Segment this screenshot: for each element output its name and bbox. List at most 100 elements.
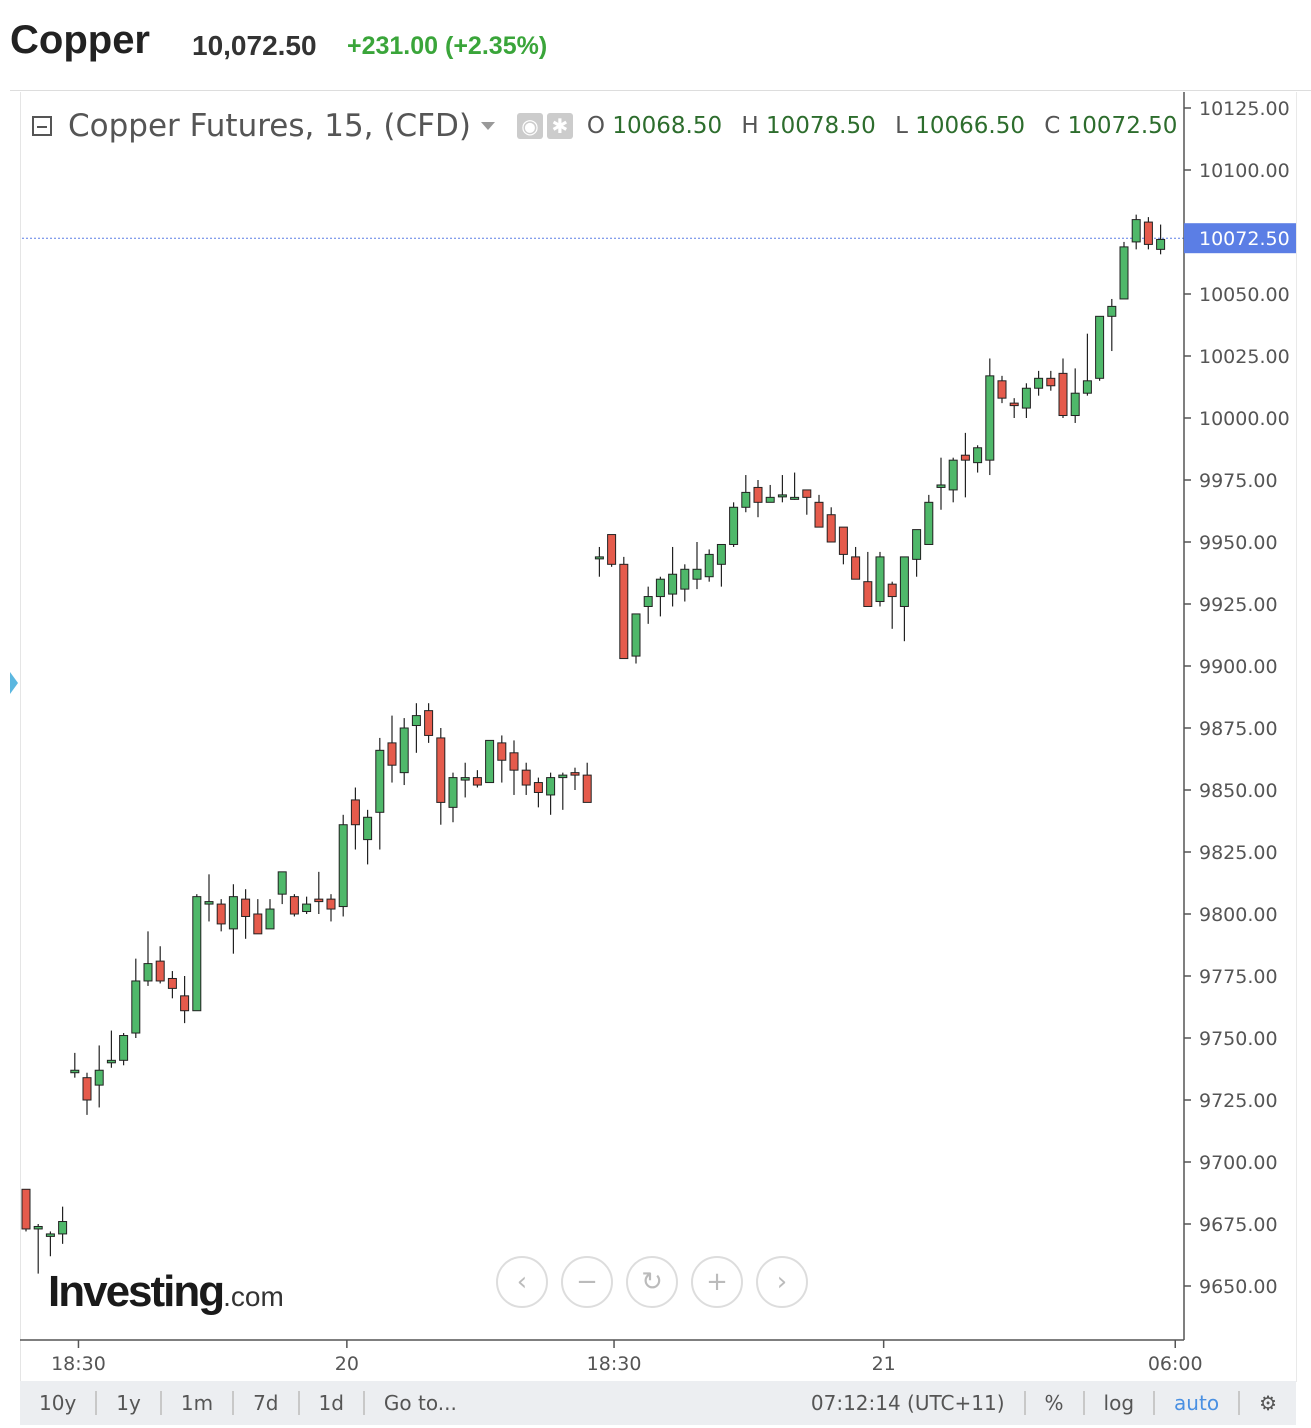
candle[interactable]: [582, 762, 592, 803]
range-10y[interactable]: 10y: [20, 1391, 98, 1415]
range-7d[interactable]: 7d: [234, 1391, 300, 1415]
candle[interactable]: [485, 739, 495, 784]
candle[interactable]: [668, 546, 678, 607]
candle[interactable]: [948, 457, 958, 503]
candle[interactable]: [70, 1052, 80, 1078]
candle[interactable]: [497, 735, 507, 783]
candle[interactable]: [521, 762, 531, 795]
candle[interactable]: [863, 551, 873, 607]
candle[interactable]: [887, 581, 897, 629]
range-1m[interactable]: 1m: [162, 1391, 235, 1415]
candle[interactable]: [851, 546, 861, 580]
candle[interactable]: [814, 494, 824, 528]
candle[interactable]: [119, 1033, 129, 1066]
candle[interactable]: [594, 546, 604, 577]
eye-icon[interactable]: ◉: [516, 113, 543, 139]
percent-toggle[interactable]: %: [1026, 1391, 1085, 1415]
candle[interactable]: [716, 543, 726, 587]
candle[interactable]: [436, 728, 446, 825]
candle[interactable]: [375, 737, 385, 850]
candle[interactable]: [912, 529, 922, 577]
candle[interactable]: [204, 874, 214, 922]
expand-toolbar-icon[interactable]: [10, 672, 18, 694]
candle[interactable]: [1021, 383, 1031, 418]
candle[interactable]: [228, 884, 238, 954]
candle[interactable]: [82, 1072, 92, 1115]
candle[interactable]: [777, 475, 787, 503]
candle[interactable]: [692, 542, 702, 590]
candle[interactable]: [94, 1045, 104, 1108]
candle[interactable]: [241, 889, 251, 939]
candle[interactable]: [216, 899, 226, 932]
candle[interactable]: [570, 767, 580, 790]
candle[interactable]: [424, 703, 434, 743]
time-axis[interactable]: 18:30 20 18:30 21 06:00: [51, 1340, 1203, 1375]
candle[interactable]: [106, 1030, 116, 1068]
candle[interactable]: [460, 762, 470, 798]
candle[interactable]: [289, 894, 299, 917]
candle[interactable]: [802, 489, 812, 515]
candle[interactable]: [899, 556, 909, 642]
zoom-out-button[interactable]: −: [561, 1256, 613, 1308]
left-toolbar[interactable]: [10, 92, 21, 1382]
candle[interactable]: [1009, 398, 1019, 418]
candle[interactable]: [350, 787, 360, 850]
candle[interactable]: [826, 507, 836, 543]
candle[interactable]: [338, 814, 348, 917]
candle[interactable]: [509, 740, 519, 795]
candle[interactable]: [1119, 241, 1129, 300]
candle[interactable]: [1070, 368, 1080, 423]
candle[interactable]: [326, 894, 336, 922]
scroll-right-button[interactable]: ›: [756, 1256, 808, 1308]
candle[interactable]: [1034, 370, 1044, 396]
candle[interactable]: [960, 432, 970, 498]
candle[interactable]: [1082, 333, 1092, 396]
candle[interactable]: [558, 772, 568, 810]
collapse-legend-icon[interactable]: [32, 116, 52, 136]
log-toggle[interactable]: log: [1085, 1391, 1156, 1415]
candle[interactable]: [936, 457, 946, 510]
range-1y[interactable]: 1y: [97, 1391, 162, 1415]
price-axis[interactable]: 10125.00 10100.00 10050.00 10025.00 10000.00…: [1184, 98, 1290, 1298]
candle[interactable]: [155, 946, 165, 984]
candle[interactable]: [277, 871, 287, 905]
clock[interactable]: 07:12:14 (UTC+11): [792, 1391, 1026, 1415]
gear-icon[interactable]: ⚙: [1259, 1391, 1277, 1415]
candle[interactable]: [45, 1231, 55, 1257]
candle[interactable]: [363, 809, 373, 865]
scroll-left-button[interactable]: ‹: [496, 1256, 548, 1308]
candle[interactable]: [765, 484, 775, 503]
candle[interactable]: [302, 896, 312, 914]
candle[interactable]: [21, 1188, 31, 1232]
candle[interactable]: [167, 971, 177, 999]
series-title[interactable]: Copper Futures, 15, (CFD): [68, 108, 471, 144]
candle[interactable]: [838, 526, 848, 565]
range-1d[interactable]: 1d: [300, 1391, 365, 1415]
candle[interactable]: [253, 899, 263, 935]
candle[interactable]: [753, 480, 763, 518]
candle[interactable]: [58, 1206, 68, 1244]
candle[interactable]: [1095, 315, 1105, 381]
candle[interactable]: [985, 358, 995, 476]
candle[interactable]: [619, 556, 629, 660]
auto-toggle[interactable]: auto: [1155, 1391, 1241, 1415]
candle[interactable]: [533, 777, 543, 808]
candle[interactable]: [33, 1224, 43, 1274]
candle[interactable]: [924, 494, 934, 545]
candle[interactable]: [643, 586, 653, 624]
candle[interactable]: [1058, 358, 1068, 418]
candle[interactable]: [655, 576, 665, 617]
reset-icon[interactable]: ↻: [626, 1256, 678, 1308]
candle[interactable]: [472, 770, 482, 788]
candle[interactable]: [314, 871, 324, 914]
candle[interactable]: [607, 534, 617, 567]
candle[interactable]: [704, 549, 714, 582]
candle[interactable]: [265, 899, 275, 930]
candle[interactable]: [387, 715, 397, 783]
gear-icon[interactable]: ✱: [546, 113, 573, 139]
candle[interactable]: [1107, 298, 1117, 352]
candle[interactable]: [1131, 214, 1141, 250]
candle[interactable]: [973, 445, 983, 473]
goto-button[interactable]: Go to...: [383, 1391, 457, 1415]
